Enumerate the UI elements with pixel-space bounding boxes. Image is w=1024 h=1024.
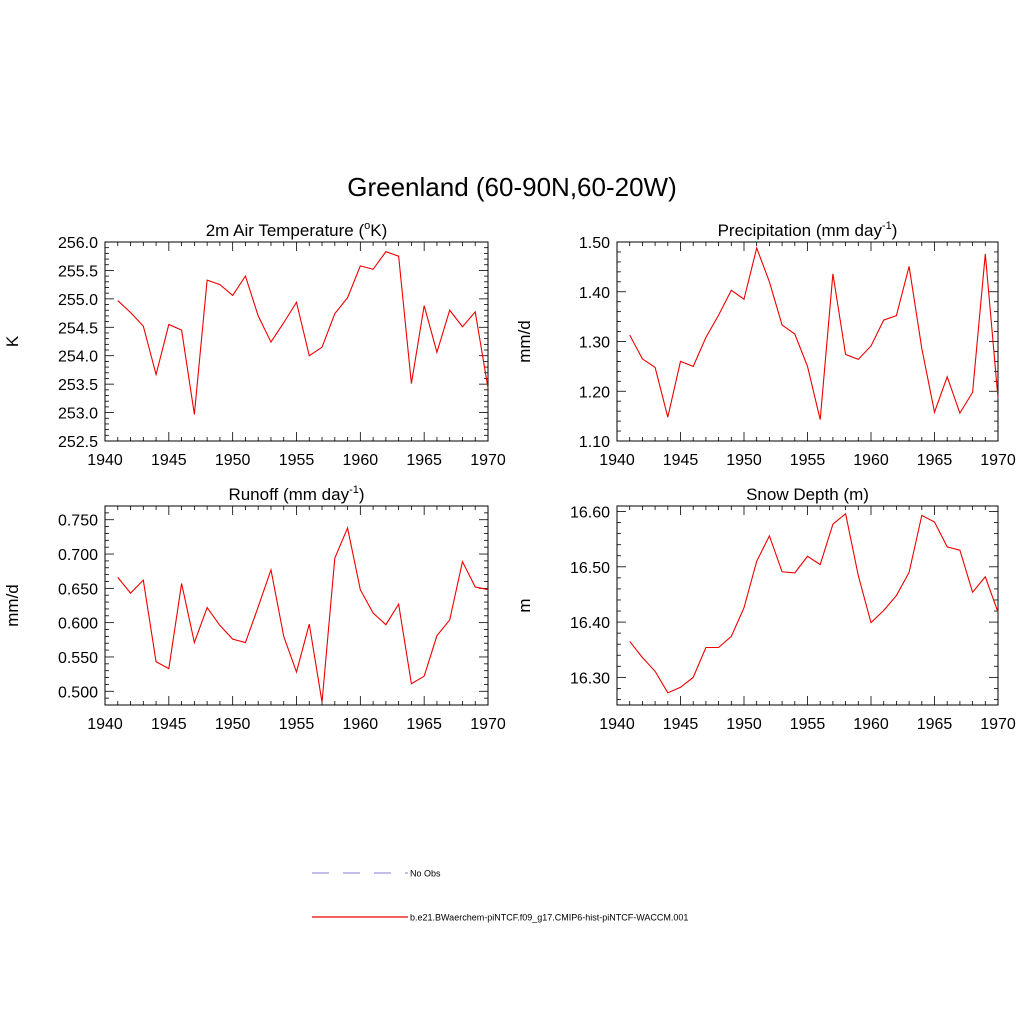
figure-title: Greenland (60-90N,60-20W) (347, 172, 677, 202)
y-tick-label: 0.650 (58, 581, 98, 598)
x-tick-label: 1940 (87, 452, 123, 469)
y-axis-label-runoff: mm/d (3, 584, 22, 627)
y-tick-label: 252.5 (58, 434, 98, 451)
y-tick-label: 0.500 (58, 684, 98, 701)
y-tick-label: 1.20 (579, 384, 610, 401)
series-line-precipitation (629, 246, 999, 420)
x-tick-label: 1965 (406, 716, 442, 733)
x-tick-label: 1940 (87, 716, 123, 733)
x-tick-label: 1950 (215, 452, 251, 469)
series-line-temperature (117, 251, 489, 415)
panel-precipitation: Precipitation (mm day-1) mm/d 1940 1945 1950… (515, 220, 1016, 469)
x-tick-label: 1955 (279, 452, 315, 469)
series-line-runoff (117, 526, 489, 703)
panel-temperature: 2m Air Temperature (oK) K 1940 1945 1950 1955… (3, 220, 506, 469)
y-tick-label: 16.40 (570, 615, 610, 632)
legend-entry-no-obs: No Obs (312, 869, 441, 879)
plot-frame-precipitation (616, 241, 999, 442)
x-tick-label: 1945 (151, 716, 187, 733)
y-tick-label: 253.0 (58, 406, 98, 423)
y-tick-label: 256.0 (58, 235, 98, 252)
y-tick-label: 0.600 (58, 616, 98, 633)
y-tick-label: 1.10 (579, 434, 610, 451)
y-tick-label: 16.60 (570, 505, 610, 522)
plot-frame-snow-depth (616, 505, 999, 706)
y-tick-label: 255.0 (58, 292, 98, 309)
y-tick-label: 1.30 (579, 335, 610, 352)
x-tick-label: 1940 (599, 452, 635, 469)
y-tick-label: 16.50 (570, 560, 610, 577)
x-tick-label: 1965 (917, 716, 953, 733)
y-tick-label: 0.550 (58, 650, 98, 667)
x-tick-label: 1950 (726, 716, 762, 733)
y-tick-label: 254.0 (58, 349, 98, 366)
legend-label-model: b.e21.BWaerchem-piNTCF.f09_g17.CMIP6-his… (410, 913, 688, 923)
x-tick-label: 1945 (663, 716, 699, 733)
x-tick-label: 1960 (343, 452, 379, 469)
panel-title-precipitation: Precipitation (mm day-1) (718, 220, 898, 240)
legend-entry-model: b.e21.BWaerchem-piNTCF.f09_g17.CMIP6-his… (312, 913, 688, 923)
panel-title-temperature: 2m Air Temperature (oK) (206, 220, 388, 240)
x-tick-label: 1960 (853, 716, 889, 733)
x-tick-label: 1955 (790, 452, 826, 469)
legend: No Obs b.e21.BWaerchem-piNTCF.f09_g17.CM… (312, 869, 688, 923)
x-tick-label: 1950 (215, 716, 251, 733)
plot-frame-runoff (104, 505, 489, 706)
panel-title-runoff: Runoff (mm day-1) (228, 484, 364, 504)
x-tick-label: 1955 (790, 716, 826, 733)
plot-frame-temperature (104, 241, 489, 442)
x-tick-label: 1960 (853, 452, 889, 469)
y-tick-label: 1.50 (579, 235, 610, 252)
y-tick-label: 0.700 (58, 547, 98, 564)
x-tick-label: 1965 (406, 452, 442, 469)
legend-label-no-obs: No Obs (410, 869, 441, 879)
x-tick-label: 1965 (917, 452, 953, 469)
x-tick-label: 1945 (663, 452, 699, 469)
y-axis-label-snow-depth: m (515, 598, 534, 612)
x-tick-label: 1970 (980, 452, 1016, 469)
x-tick-label: 1970 (470, 716, 506, 733)
y-tick-label: 253.5 (58, 377, 98, 394)
x-tick-label: 1955 (279, 716, 315, 733)
x-tick-label: 1970 (470, 452, 506, 469)
panel-title-snow-depth: Snow Depth (m) (746, 485, 869, 504)
y-axis-label-precipitation: mm/d (515, 320, 534, 363)
y-tick-label: 0.750 (58, 513, 98, 530)
y-tick-label: 255.5 (58, 263, 98, 280)
x-tick-label: 1960 (343, 716, 379, 733)
y-axis-label-temperature: K (3, 335, 22, 347)
x-tick-label: 1970 (980, 716, 1016, 733)
panel-snow-depth: Snow Depth (m) m 1940 1945 1950 1955 1960 1965 1… (515, 485, 1016, 733)
y-tick-label: 254.5 (58, 320, 98, 337)
panels: 2m Air Temperature (oK) K 1940 1945 1950 1955… (3, 220, 1016, 733)
x-tick-label: 1950 (726, 452, 762, 469)
series-line-snow-depth (629, 512, 999, 694)
x-tick-label: 1945 (151, 452, 187, 469)
y-tick-label: 1.40 (579, 285, 610, 302)
panel-runoff: Runoff (mm day-1) mm/d 1940 1945 1950 1955 196… (3, 484, 506, 733)
y-tick-label: 16.30 (570, 670, 610, 687)
x-tick-label: 1940 (599, 716, 635, 733)
